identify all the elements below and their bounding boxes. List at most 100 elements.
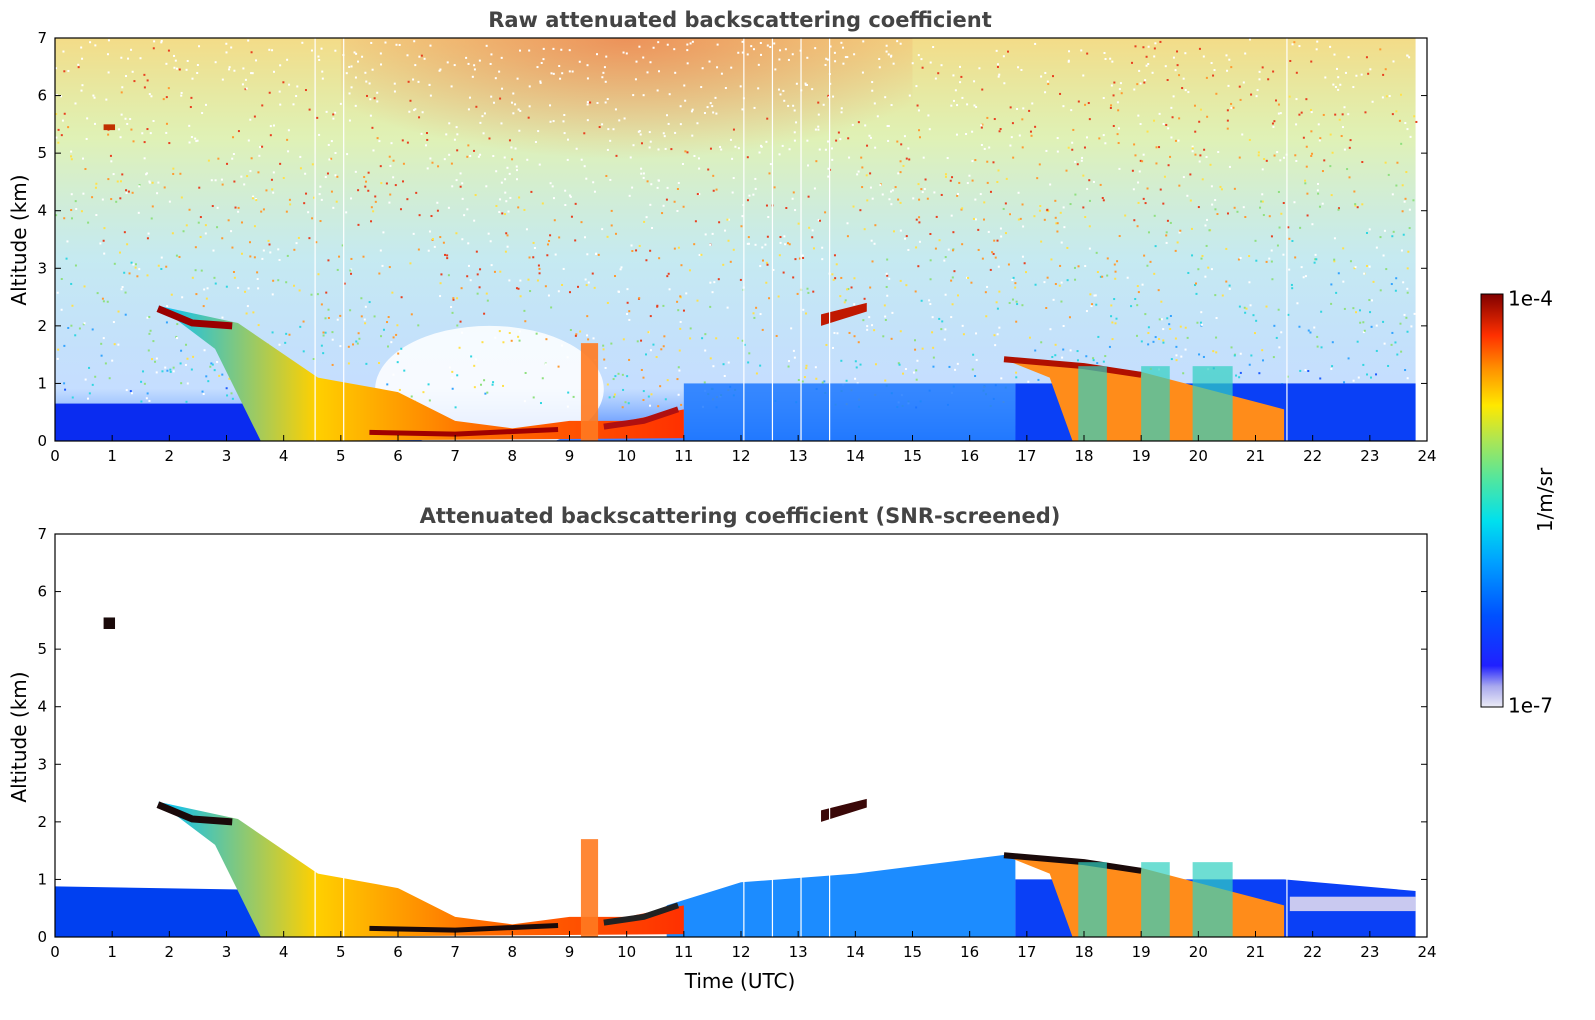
noise-pixel <box>60 134 63 137</box>
noise-pixel <box>846 288 849 291</box>
noise-pixel <box>779 236 782 239</box>
noise-pixel <box>517 108 520 111</box>
noise-pixel <box>549 104 552 107</box>
noise-pixel <box>110 160 113 163</box>
noise-pixel <box>851 123 854 126</box>
noise-pixel <box>1198 353 1201 356</box>
noise-pixel <box>1142 197 1145 200</box>
noise-pixel <box>468 96 471 99</box>
noise-pixel <box>231 157 234 160</box>
noise-pixel <box>92 94 95 97</box>
noise-pixel <box>429 94 432 97</box>
noise-pixel <box>1280 331 1283 334</box>
noise-pixel <box>777 295 780 298</box>
noise-pixel <box>221 316 224 319</box>
noise-pixel <box>918 216 921 219</box>
noise-pixel <box>1088 199 1091 202</box>
noise-pixel <box>921 66 924 69</box>
late-morning-layer <box>603 902 680 926</box>
noise-pixel <box>1085 355 1088 358</box>
noise-pixel <box>451 377 454 380</box>
noise-pixel <box>267 239 270 242</box>
noise-pixel <box>1313 261 1316 264</box>
noise-pixel <box>1068 316 1071 319</box>
noise-pixel <box>374 195 377 198</box>
noise-pixel <box>586 119 589 122</box>
noise-pixel <box>1099 275 1102 278</box>
noise-pixel <box>70 150 73 153</box>
noise-pixel <box>935 215 938 218</box>
x-tick-label: 24 <box>1417 447 1436 465</box>
noise-pixel <box>656 305 659 308</box>
noise-pixel <box>1085 136 1088 139</box>
noise-pixel <box>1391 193 1394 196</box>
noise-pixel <box>146 128 149 131</box>
noise-pixel <box>1408 227 1411 230</box>
noise-pixel <box>450 85 453 88</box>
noise-pixel <box>507 210 510 213</box>
noise-pixel <box>884 379 887 382</box>
noise-pixel <box>1332 83 1335 86</box>
noise-pixel <box>904 237 907 240</box>
noise-pixel <box>1404 122 1407 125</box>
plot-area-screened <box>55 534 1416 937</box>
noise-pixel <box>230 392 233 395</box>
noise-pixel <box>1235 374 1238 377</box>
noise-pixel <box>1254 239 1257 242</box>
noise-pixel <box>473 68 476 71</box>
noise-pixel <box>1212 350 1215 353</box>
noise-pixel <box>406 141 409 144</box>
aerosol-layer-fill <box>157 305 684 441</box>
noise-pixel <box>1226 127 1229 130</box>
noise-pixel <box>542 47 545 50</box>
noise-pixel <box>1139 82 1142 85</box>
noise-pixel <box>1302 276 1305 279</box>
noise-pixel <box>801 254 804 257</box>
noise-pixel <box>602 71 605 74</box>
noise-pixel <box>954 368 957 371</box>
noise-pixel <box>944 175 947 178</box>
noise-pixel <box>246 175 249 178</box>
noise-pixel <box>327 317 330 320</box>
noise-pixel <box>1176 50 1179 53</box>
noise-pixel <box>577 285 580 288</box>
noise-pixel <box>138 184 141 187</box>
noise-pixel <box>839 295 842 298</box>
noise-pixel <box>896 40 899 43</box>
noise-pixel <box>985 315 988 318</box>
noise-pixel <box>1233 187 1236 190</box>
noise-pixel <box>1261 200 1264 203</box>
noise-pixel <box>839 138 842 141</box>
x-tick-label: 2 <box>165 447 175 465</box>
noise-pixel <box>1063 226 1066 229</box>
noise-pixel <box>824 148 827 151</box>
noise-pixel <box>1410 325 1413 328</box>
noise-pixel <box>752 193 755 196</box>
noise-pixel <box>884 96 887 99</box>
noise-pixel <box>478 59 481 62</box>
noise-pixel <box>1396 161 1399 164</box>
noise-pixel <box>483 379 486 382</box>
noise-pixel <box>679 320 682 323</box>
noise-pixel <box>117 310 120 313</box>
noise-pixel <box>626 301 629 304</box>
noise-pixel <box>1405 316 1408 319</box>
x-tick-label: 9 <box>565 447 575 465</box>
noise-pixel <box>386 383 389 386</box>
noise-pixel <box>226 394 229 397</box>
noise-pixel <box>257 171 260 174</box>
noise-pixel <box>638 244 641 247</box>
noise-pixel <box>887 53 890 56</box>
noise-pixel <box>527 278 530 281</box>
noise-pixel <box>619 268 622 271</box>
noise-pixel <box>495 204 498 207</box>
noise-pixel <box>1311 223 1314 226</box>
noise-pixel <box>741 40 744 43</box>
noise-pixel <box>1288 95 1291 98</box>
noise-pixel <box>679 295 682 298</box>
noise-pixel <box>885 272 888 275</box>
noise-pixel <box>172 366 175 369</box>
noise-pixel <box>994 344 997 347</box>
noise-pixel <box>651 226 654 229</box>
noise-pixel <box>1220 188 1223 191</box>
